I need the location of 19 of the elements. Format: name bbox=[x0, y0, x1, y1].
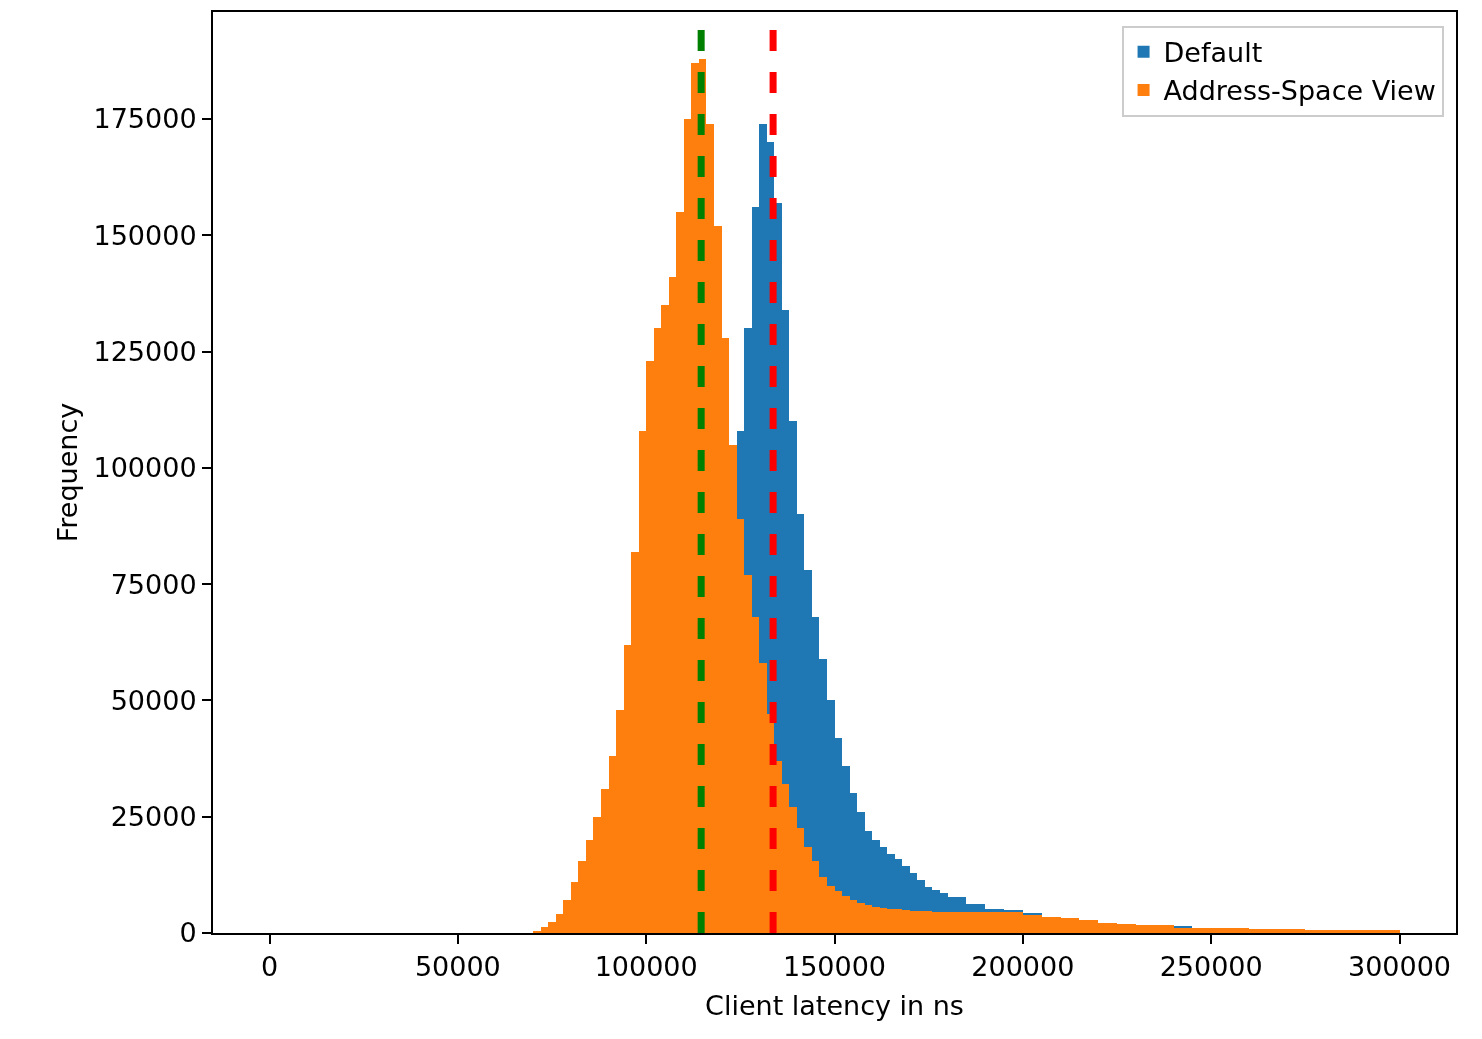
x-tick-label: 50000 bbox=[414, 951, 501, 983]
x-tick-label: 150000 bbox=[782, 951, 887, 983]
x-tick-label: 300000 bbox=[1347, 951, 1452, 983]
y-tick-label: 175000 bbox=[93, 103, 197, 135]
x-axis-title: Client latency in ns bbox=[705, 990, 964, 1022]
y-tick-label: 50000 bbox=[110, 684, 197, 716]
y-axis-title: Frequency bbox=[52, 402, 84, 543]
y-tick-label: 150000 bbox=[93, 219, 197, 251]
x-tick-label: 250000 bbox=[1159, 951, 1263, 983]
x-tick-label: 0 bbox=[260, 951, 279, 983]
y-tick-label: 100000 bbox=[93, 452, 197, 484]
y-tick-label: 25000 bbox=[110, 801, 197, 833]
y-tick-label: 75000 bbox=[110, 568, 197, 600]
x-tick-label: 200000 bbox=[971, 951, 1075, 983]
y-tick-label: 0 bbox=[179, 917, 197, 949]
x-tick-label: 100000 bbox=[594, 951, 698, 983]
legend-label: Default bbox=[1163, 37, 1263, 69]
y-tick-label: 125000 bbox=[93, 336, 197, 368]
legend-label: Address-Space View bbox=[1163, 75, 1436, 107]
